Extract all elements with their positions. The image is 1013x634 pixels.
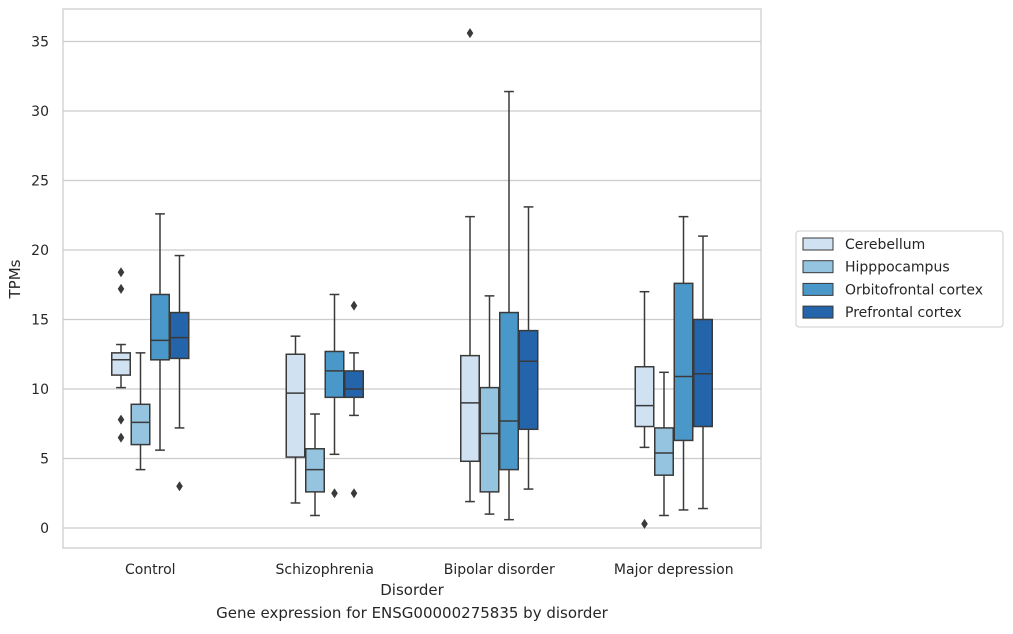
box [479,295,500,515]
box-body [499,311,519,471]
outlier-point [117,414,125,425]
x-tick-label: Schizophrenia [276,562,374,578]
box [111,267,131,443]
box-body [634,366,655,428]
legend-entry-label: Orbitofrontal cortex [845,282,983,298]
box [518,206,539,490]
y-tick-label: 20 [31,243,49,259]
box [305,413,325,517]
box [693,235,713,510]
outlier-point [117,283,125,294]
x-tick-label: Major depression [614,562,734,578]
box [324,293,345,499]
box-body [344,370,364,399]
legend-swatch [802,237,834,251]
legend-entry-label: Hipppocampus [845,260,950,276]
y-axis-ticks: 0 5 10 15 20 25 30 35 [31,35,49,538]
box [285,335,306,504]
legend-entry-label: Prefrontal cortex [845,305,962,321]
box-body [150,293,170,361]
series-prefrontal-cortex [169,206,713,510]
outlier-point [176,481,183,492]
plot-area-frame [62,8,762,549]
outlier-point [350,300,358,311]
box-body [518,329,539,431]
box [654,371,674,517]
outlier-point [641,518,648,529]
box-body [324,350,345,399]
series-orbitofrontal-cortex [150,90,694,521]
legend: Cerebellum Hipppocampus Orbitofrontal cort… [795,230,1004,328]
box [130,352,151,471]
outlier-point [117,432,125,443]
box-body [673,282,694,442]
box-body [654,427,674,476]
box [499,90,519,521]
legend-swatch [802,282,834,296]
box [673,215,694,511]
y-tick-label: 30 [31,104,49,120]
box-body [130,403,151,446]
box [460,28,480,503]
outlier-point [117,267,125,278]
outlier-point [331,488,338,499]
series-hipppocampus [130,295,674,517]
legend-swatch [802,305,834,319]
y-tick-label: 25 [31,174,49,190]
x-axis-ticks: Control Schizophrenia Bipolar disorder Majo… [125,562,734,578]
x-tick-label: Control [125,562,176,578]
y-axis-label: TPMs [6,259,24,299]
y-tick-label: 0 [40,521,49,537]
box [150,213,170,451]
legend-frame [795,230,1004,328]
series-cerebellum [111,28,655,529]
box-body [111,352,131,376]
box-series [111,28,713,529]
outlier-point [466,28,474,39]
box-body [285,353,306,458]
outlier-point [350,488,358,499]
legend-entry-label: Cerebellum [845,237,925,253]
figure-caption: Gene expression for ENSG00000275835 by d… [216,604,608,622]
box-body [479,386,500,493]
y-tick-label: 10 [31,382,49,398]
box-body [169,311,190,360]
box [169,254,190,492]
box-body [460,354,480,463]
y-tick-label: 5 [40,452,49,468]
legend-swatch [802,260,834,274]
box [344,300,364,499]
y-tick-label: 15 [31,313,49,329]
x-tick-label: Bipolar disorder [444,562,555,578]
box [634,290,655,529]
y-tick-label: 35 [31,35,49,51]
x-axis-label: Disorder [380,581,444,599]
